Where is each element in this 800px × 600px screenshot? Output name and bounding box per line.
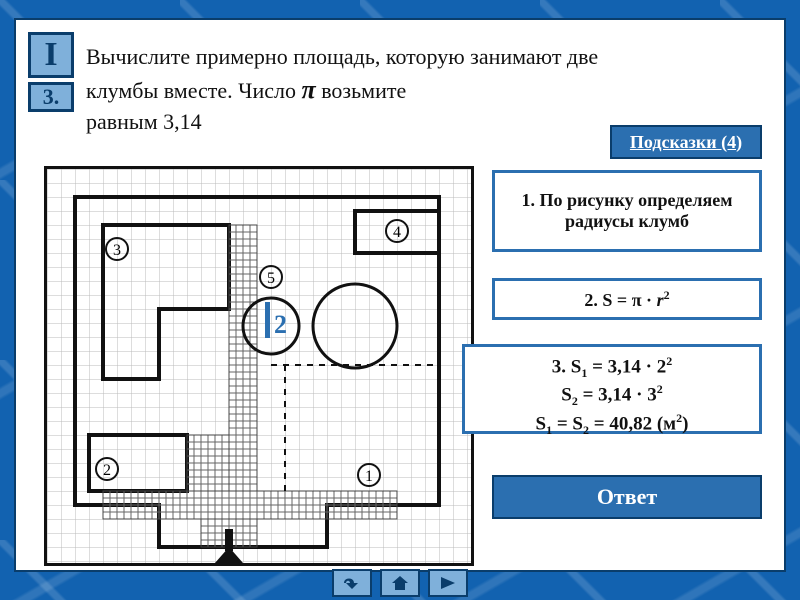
hint-3: 3. S1 = 3,14 · 22 S2 = 3,14 · 32 S1 = S2… bbox=[462, 344, 762, 434]
plan-label-3: 3 bbox=[113, 242, 121, 259]
nav-bar bbox=[0, 566, 800, 600]
plan-label-5: 5 bbox=[267, 270, 275, 287]
hint-3-line1: 3. S1 = 3,14 · 22 bbox=[475, 353, 749, 381]
plan-label-2: 2 bbox=[103, 462, 111, 479]
answer-button[interactable]: Ответ bbox=[492, 475, 762, 519]
question-line3: равным 3,14 bbox=[86, 109, 202, 134]
main-card: I 3. Вычислите примерно площадь, которую… bbox=[14, 18, 786, 572]
question-text: Вычислите примерно площадь, которую зани… bbox=[86, 42, 764, 136]
hints-button[interactable]: Подсказки (4) bbox=[610, 125, 762, 159]
question-line2b: возьмите bbox=[316, 78, 407, 103]
nav-next-button[interactable] bbox=[428, 569, 468, 597]
plan-label-4: 4 bbox=[393, 224, 401, 241]
radius-marker-bar bbox=[265, 302, 270, 338]
variant-badge: I bbox=[28, 32, 74, 78]
task-number-badge: 3. bbox=[28, 82, 74, 112]
hint-3-line3: S1 = S2 = 40,82 (м2) bbox=[475, 410, 749, 438]
pi-symbol: π bbox=[301, 75, 315, 104]
nav-home-button[interactable] bbox=[380, 569, 420, 597]
plan-label-1: 1 bbox=[365, 468, 373, 485]
hint-1-text: 1. По рисунку определяем радиусы клумб bbox=[505, 190, 749, 232]
hint-2-text: 2. S = π · r2 bbox=[584, 288, 669, 311]
question-line1: Вычислите примерно площадь, которую зани… bbox=[86, 44, 598, 69]
floor-plan: 3 2 4 5 1 bbox=[44, 166, 474, 566]
radius-marker-value: 2 bbox=[274, 310, 287, 340]
hint-3-line2: S2 = 3,14 · 32 bbox=[475, 381, 749, 409]
nav-back-button[interactable] bbox=[332, 569, 372, 597]
hint-2: 2. S = π · r2 bbox=[492, 278, 762, 320]
question-line2a: клумбы вместе. Число bbox=[86, 78, 301, 103]
hint-1: 1. По рисунку определяем радиусы клумб bbox=[492, 170, 762, 252]
